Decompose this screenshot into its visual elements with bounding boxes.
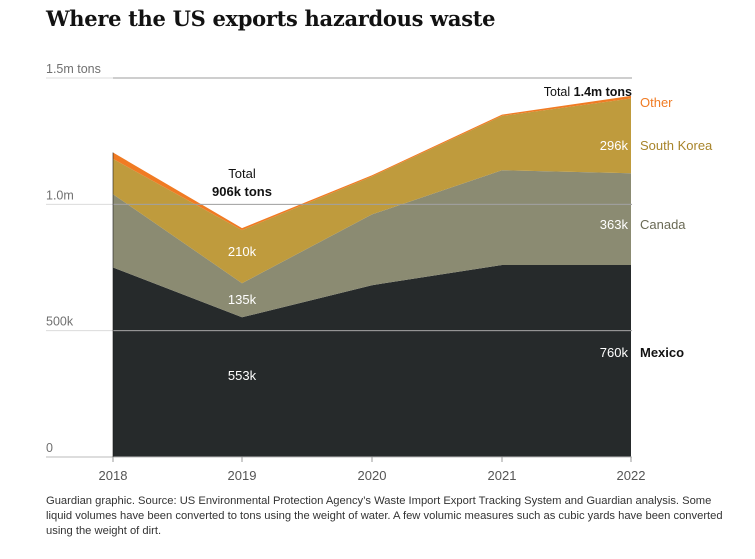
x-tick-label: 2018 <box>99 468 128 483</box>
legend-label-south-korea: South Korea <box>640 138 713 153</box>
x-tick-label: 2021 <box>488 468 517 483</box>
area-south-korea <box>113 98 631 284</box>
label-2022-canada: 363k <box>600 217 629 232</box>
y-tick-label: 1.5m tons <box>46 62 101 76</box>
chart-title: Where the US exports hazardous waste <box>46 6 496 31</box>
label-2019-canada: 135k <box>228 292 257 307</box>
y-tick-label: 1.0m <box>46 188 74 202</box>
y-tick-label: 500k <box>46 315 74 329</box>
x-tick-label: 2019 <box>228 468 257 483</box>
legend-label-other: Other <box>640 95 673 110</box>
legend-label-canada: Canada <box>640 217 686 232</box>
total-2019-prefix: Total <box>228 166 256 181</box>
label-2019-mexico: 553k <box>228 368 257 383</box>
area-mexico <box>113 265 631 457</box>
x-tick-label: 2022 <box>617 468 646 483</box>
source-note: Guardian graphic. Source: US Environment… <box>46 495 723 537</box>
legend-label-mexico: Mexico <box>640 345 684 360</box>
y-tick-label: 0 <box>46 441 53 455</box>
label-2022-mexico: 760k <box>600 345 629 360</box>
x-tick-label: 2020 <box>358 468 387 483</box>
total-2022: Total 1.4m tons <box>544 85 632 99</box>
total-2019-value: 906k tons <box>212 184 272 199</box>
area-canada <box>113 170 631 318</box>
label-2022-south-korea: 296k <box>600 138 629 153</box>
label-2019-south-korea: 210k <box>228 244 257 259</box>
